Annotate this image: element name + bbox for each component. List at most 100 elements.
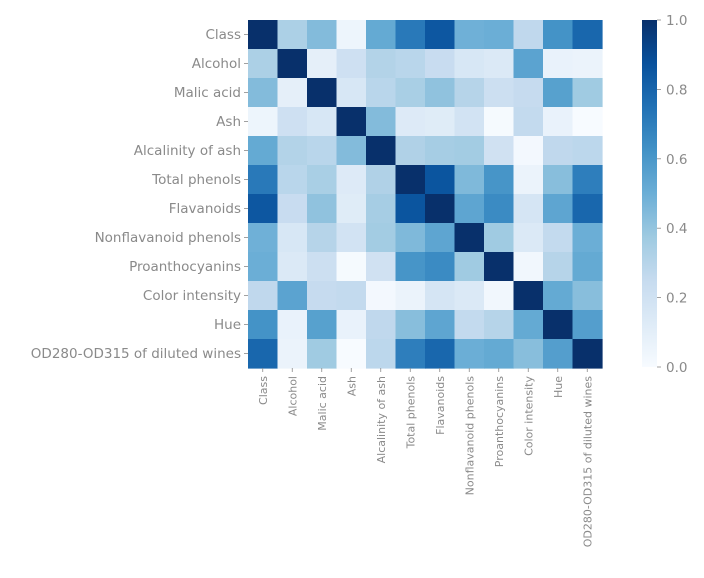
heatmap-cell [484,20,515,50]
heatmap-cell [336,49,367,79]
heatmap-cell [543,223,574,253]
heatmap-cell [336,20,367,50]
heatmap-cell [454,78,485,108]
heatmap-cell [277,107,308,137]
heatmap-cell [513,165,544,195]
heatmap-cell [543,136,574,166]
heatmap-cell [277,339,308,369]
heatmap-cell [366,194,397,224]
heatmap-cell [513,136,544,166]
heatmap-cell [366,78,397,108]
y-tick-label: Class [205,27,241,43]
heatmap-cell [277,194,308,224]
heatmap-cell [395,310,426,340]
x-tick-label: Hue [552,376,565,398]
heatmap-cell [248,252,279,282]
heatmap-cell [395,107,426,137]
colorbar-tick-label: 0.4 [666,221,687,237]
heatmap-cell [307,194,338,224]
heatmap-cell [572,49,603,79]
heatmap-cell [366,310,397,340]
heatmap-cell [513,20,544,50]
heatmap-cell [484,194,515,224]
heatmap-cell [484,310,515,340]
y-tick-label: Alcohol [192,56,241,72]
heatmap-cell [484,223,515,253]
heatmap-cell [248,20,279,50]
heatmap-cell [277,49,308,79]
heatmap-cell [513,252,544,282]
heatmap-cell [484,136,515,166]
heatmap-cell [543,339,574,369]
heatmap-cell [395,136,426,166]
heatmap-cell [484,252,515,282]
heatmap-cell [425,194,456,224]
heatmap-cell [307,252,338,282]
colorbar-tick-label: 0.0 [666,360,687,376]
heatmap-cell [307,339,338,369]
colorbar [642,20,657,367]
heatmap-cell [395,78,426,108]
heatmap-cell [454,136,485,166]
heatmap-cell [277,78,308,108]
y-tick-label: Malic acid [174,85,241,101]
heatmap-cell [395,252,426,282]
colorbar-ticks: 0.0 0.2 0.4 0.6 0.8 1.0 [657,13,687,376]
heatmap-cell [395,339,426,369]
heatmap-cell [366,252,397,282]
heatmap-cell [336,281,367,311]
heatmap-cell [366,136,397,166]
y-tick-label: Proanthocyanins [129,259,241,275]
y-tick-label: Flavanoids [169,201,241,217]
heatmap-cell [454,310,485,340]
heatmap-cell [572,339,603,369]
heatmap-cell [277,136,308,166]
heatmap-cell [454,107,485,137]
heatmap-cell [248,136,279,166]
heatmap-cell [307,165,338,195]
heatmap-cell [454,165,485,195]
heatmap-cell [425,165,456,195]
heatmap-cell [454,339,485,369]
heatmap-cell [277,165,308,195]
heatmap-cell [248,78,279,108]
heatmap-cell [366,165,397,195]
heatmap-cell [248,165,279,195]
heatmap-cell [307,20,338,50]
heatmap-cell [336,252,367,282]
heatmap-cell [366,339,397,369]
x-tick-label: OD280-OD315 of diluted wines [581,376,594,548]
heatmap-cell [248,107,279,137]
y-tick-label: Alcalinity of ash [134,143,241,159]
heatmap-cell [425,339,456,369]
x-tick-label: Nonflavanoid phenols [463,376,476,496]
heatmap-cell [572,136,603,166]
heatmap-cell [395,20,426,50]
x-tick-label: Malic acid [316,376,329,431]
heatmap-cell [454,223,485,253]
heatmap-cell [513,310,544,340]
heatmap-cell [513,49,544,79]
heatmap-cell [454,20,485,50]
heatmap-cell [425,310,456,340]
heatmap-cell [395,194,426,224]
heatmap-cell [572,20,603,50]
heatmap-cell [425,136,456,166]
heatmap-cell [543,194,574,224]
heatmap-cell [572,194,603,224]
heatmap-cell [277,310,308,340]
heatmap-cell [248,310,279,340]
heatmap-cell [336,339,367,369]
heatmap-cell [484,107,515,137]
heatmap-cell [513,194,544,224]
x-tick-label: Class [257,376,270,405]
heatmap-cell [277,223,308,253]
heatmap-cell [366,223,397,253]
heatmap-cell [366,281,397,311]
heatmap-cell [572,107,603,137]
heatmap-cell [425,107,456,137]
heatmap-cell [307,223,338,253]
x-tick-label: Proanthocyanins [493,376,506,467]
heatmap-cell [572,165,603,195]
